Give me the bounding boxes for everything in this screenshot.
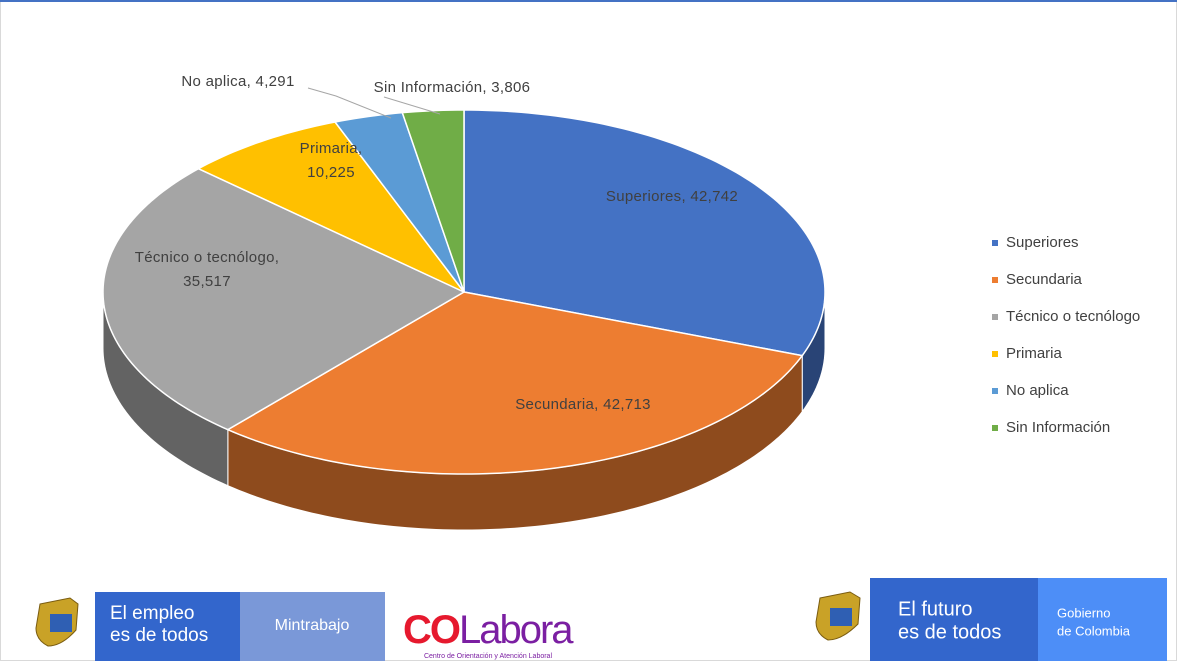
legend-label: Superiores <box>1006 234 1079 251</box>
data-label-line: Técnico o tecnólogo, <box>135 249 279 266</box>
slogan: es de todos <box>898 621 1001 643</box>
ministry: Mintrabajo <box>275 617 350 634</box>
data-label-line: 10,225 <box>307 164 355 181</box>
data-label-line: 35,517 <box>183 273 231 290</box>
legend-marker <box>992 277 998 283</box>
slice <box>333 111 465 293</box>
leader-line <box>383 96 441 115</box>
slice <box>401 109 465 293</box>
data-label-line: Primaria, <box>300 140 363 157</box>
legend-label: No aplica <box>1006 382 1069 399</box>
pie <box>102 109 826 531</box>
legend-label: Secundaria <box>1006 271 1083 288</box>
slogan: es de todos <box>110 625 208 646</box>
gov: de Colombia <box>1057 623 1131 638</box>
footer-left: El empleo es de todos Mintrabajo COLabor… <box>35 592 576 661</box>
data-labels: Superiores, 42,742 Secundaria, 42,713 Técn… <box>135 73 738 413</box>
leader-line <box>307 87 392 119</box>
slogan-box <box>95 592 240 661</box>
data-label: Primaria, 10,225 <box>300 140 363 181</box>
legend-marker <box>992 388 998 394</box>
legend-marker <box>992 314 998 320</box>
legend: Superiores Secundaria Técnico o tecnólogo P… <box>992 234 1140 436</box>
gov-box <box>1038 578 1167 661</box>
legend-marker <box>992 425 998 431</box>
colabora-logo: COLabora <box>403 608 574 652</box>
footer-right: El futuro es de todos Gobierno de Colomb… <box>815 578 1167 661</box>
legend-marker <box>992 351 998 357</box>
ministry-box <box>240 592 385 661</box>
slogan-box <box>870 578 1038 661</box>
data-label: Sin Información, 3,806 <box>374 79 531 96</box>
shield-inner <box>830 608 852 626</box>
legend-label: Primaria <box>1006 345 1062 362</box>
slice <box>196 121 465 293</box>
slogan: El empleo <box>110 603 195 624</box>
data-label: Técnico o tecnólogo, 35,517 <box>135 249 279 290</box>
colabora-sub: Centro de Orientación y Atención Laboral <box>424 653 552 660</box>
data-label: Secundaria, 42,713 <box>515 396 651 413</box>
slice <box>226 291 804 475</box>
legend-label: Técnico o tecnólogo <box>1006 308 1140 325</box>
legend-label: Sin Información <box>1006 419 1110 436</box>
shield-inner <box>50 614 72 632</box>
slice <box>463 109 826 357</box>
data-label: No aplica, 4,291 <box>181 73 294 90</box>
slogan: El futuro <box>898 598 972 620</box>
colabora-co: CO <box>403 608 460 652</box>
colabora-rest: Labora <box>459 608 574 652</box>
slice <box>102 167 466 431</box>
legend-marker <box>992 240 998 246</box>
data-label: Superiores, 42,742 <box>606 188 738 205</box>
gov: Gobierno <box>1057 605 1110 620</box>
